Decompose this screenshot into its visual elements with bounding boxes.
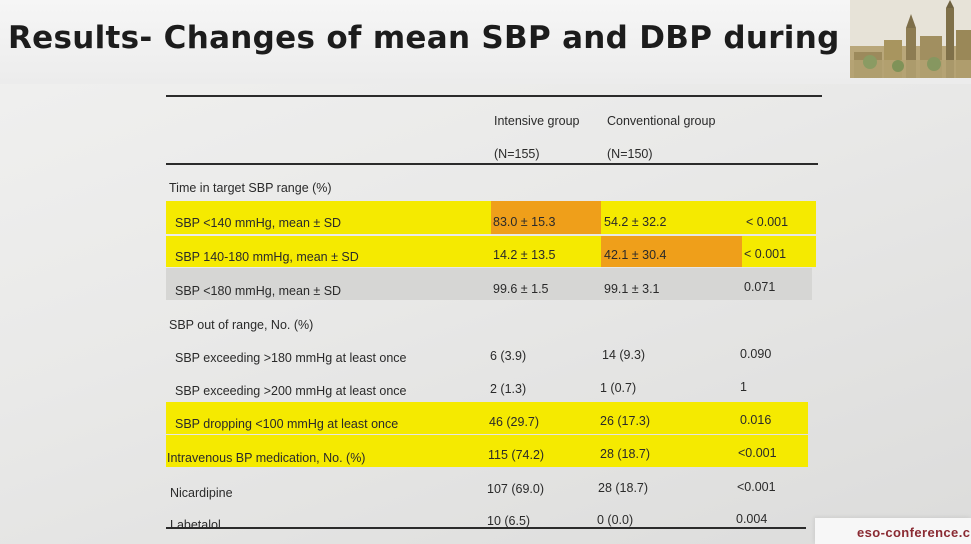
title-bar: Results- Changes of mean SBP and DBP dur… <box>0 0 971 84</box>
cell-sbp-140-p: < 0.001 <box>746 215 789 229</box>
header-conventional-n: (N=150) <box>607 147 653 161</box>
cell-labetalol-conventional: 0 (0.0) <box>597 513 634 527</box>
row-label-dropping-100: SBP dropping <100 mmHg at least once <box>175 417 399 431</box>
table-bottom-rule <box>166 527 806 529</box>
cell-dropping-100-conventional: 26 (17.3) <box>600 414 651 428</box>
cell-iv-medication-intensive: 115 (74.2) <box>488 448 545 462</box>
cell-exceeding-180-conventional: 14 (9.3) <box>602 348 646 362</box>
city-skyline-image <box>850 0 971 78</box>
highlight-sbp-140-180-conventional-cell <box>601 236 742 267</box>
row-label-time-in-target: Time in target SBP range (%) <box>169 181 332 195</box>
cell-dropping-100-intensive: 46 (29.7) <box>489 415 540 429</box>
cell-iv-medication-p: <0.001 <box>738 446 777 460</box>
header-conventional-group: Conventional group <box>607 114 716 128</box>
cell-sbp-140-180-p: < 0.001 <box>744 247 787 261</box>
cell-sbp-180-conventional: 99.1 ± 3.1 <box>604 282 660 296</box>
footer-url-badge: eso-conference.c <box>815 518 971 544</box>
header-intensive-n: (N=155) <box>494 147 540 161</box>
highlight-sbp-dropping <box>166 402 808 434</box>
cell-sbp-140-intensive: 83.0 ± 15.3 <box>493 215 556 229</box>
cell-sbp-140-180-conventional: 42.1 ± 30.4 <box>604 248 667 262</box>
row-label-sbp-140: SBP <140 mmHg, mean ± SD <box>175 216 342 230</box>
cell-labetalol-p: 0.004 <box>736 512 768 526</box>
cell-nicardipine-intensive: 107 (69.0) <box>487 482 544 496</box>
header-bottom-rule <box>166 163 818 165</box>
highlight-sbp-140-intensive-cell <box>491 201 601 234</box>
row-label-iv-medication: Intravenous BP medication, No. (%) <box>167 451 366 465</box>
cell-labetalol-intensive: 10 (6.5) <box>487 514 531 528</box>
row-label-labetalol: Labetalol <box>170 518 221 532</box>
cell-iv-medication-conventional: 28 (18.7) <box>600 447 651 461</box>
table-top-rule <box>166 95 822 97</box>
footer-url: eso-conference.c <box>857 525 971 540</box>
row-label-nicardipine: Nicardipine <box>170 486 233 500</box>
cell-exceeding-180-p: 0.090 <box>740 347 772 361</box>
row-label-sbp-140-180: SBP 140-180 mmHg, mean ± SD <box>175 250 359 264</box>
highlight-sbp-180 <box>166 268 812 300</box>
cell-dropping-100-p: 0.016 <box>740 413 772 427</box>
cell-nicardipine-conventional: 28 (18.7) <box>598 481 649 495</box>
cell-exceeding-200-conventional: 1 (0.7) <box>600 381 637 395</box>
cell-exceeding-180-intensive: 6 (3.9) <box>490 349 527 363</box>
header-intensive-group: Intensive group <box>494 114 580 128</box>
cell-sbp-180-p: 0.071 <box>744 280 776 294</box>
row-label-exceeding-200: SBP exceeding >200 mmHg at least once <box>175 384 407 398</box>
cell-exceeding-200-intensive: 2 (1.3) <box>490 382 527 396</box>
cell-exceeding-200-p: 1 <box>740 380 747 394</box>
row-label-out-of-range: SBP out of range, No. (%) <box>169 318 314 332</box>
row-label-exceeding-180: SBP exceeding >180 mmHg at least once <box>175 351 407 365</box>
cell-sbp-140-conventional: 54.2 ± 32.2 <box>604 215 667 229</box>
row-label-sbp-180: SBP <180 mmHg, mean ± SD <box>175 284 342 298</box>
slide-title: Results- Changes of mean SBP and DBP dur… <box>8 20 971 56</box>
cell-sbp-140-180-intensive: 14.2 ± 13.5 <box>493 248 556 262</box>
highlight-iv-medication <box>166 435 808 467</box>
cell-sbp-180-intensive: 99.6 ± 1.5 <box>493 282 549 296</box>
cell-nicardipine-p: <0.001 <box>737 480 776 494</box>
